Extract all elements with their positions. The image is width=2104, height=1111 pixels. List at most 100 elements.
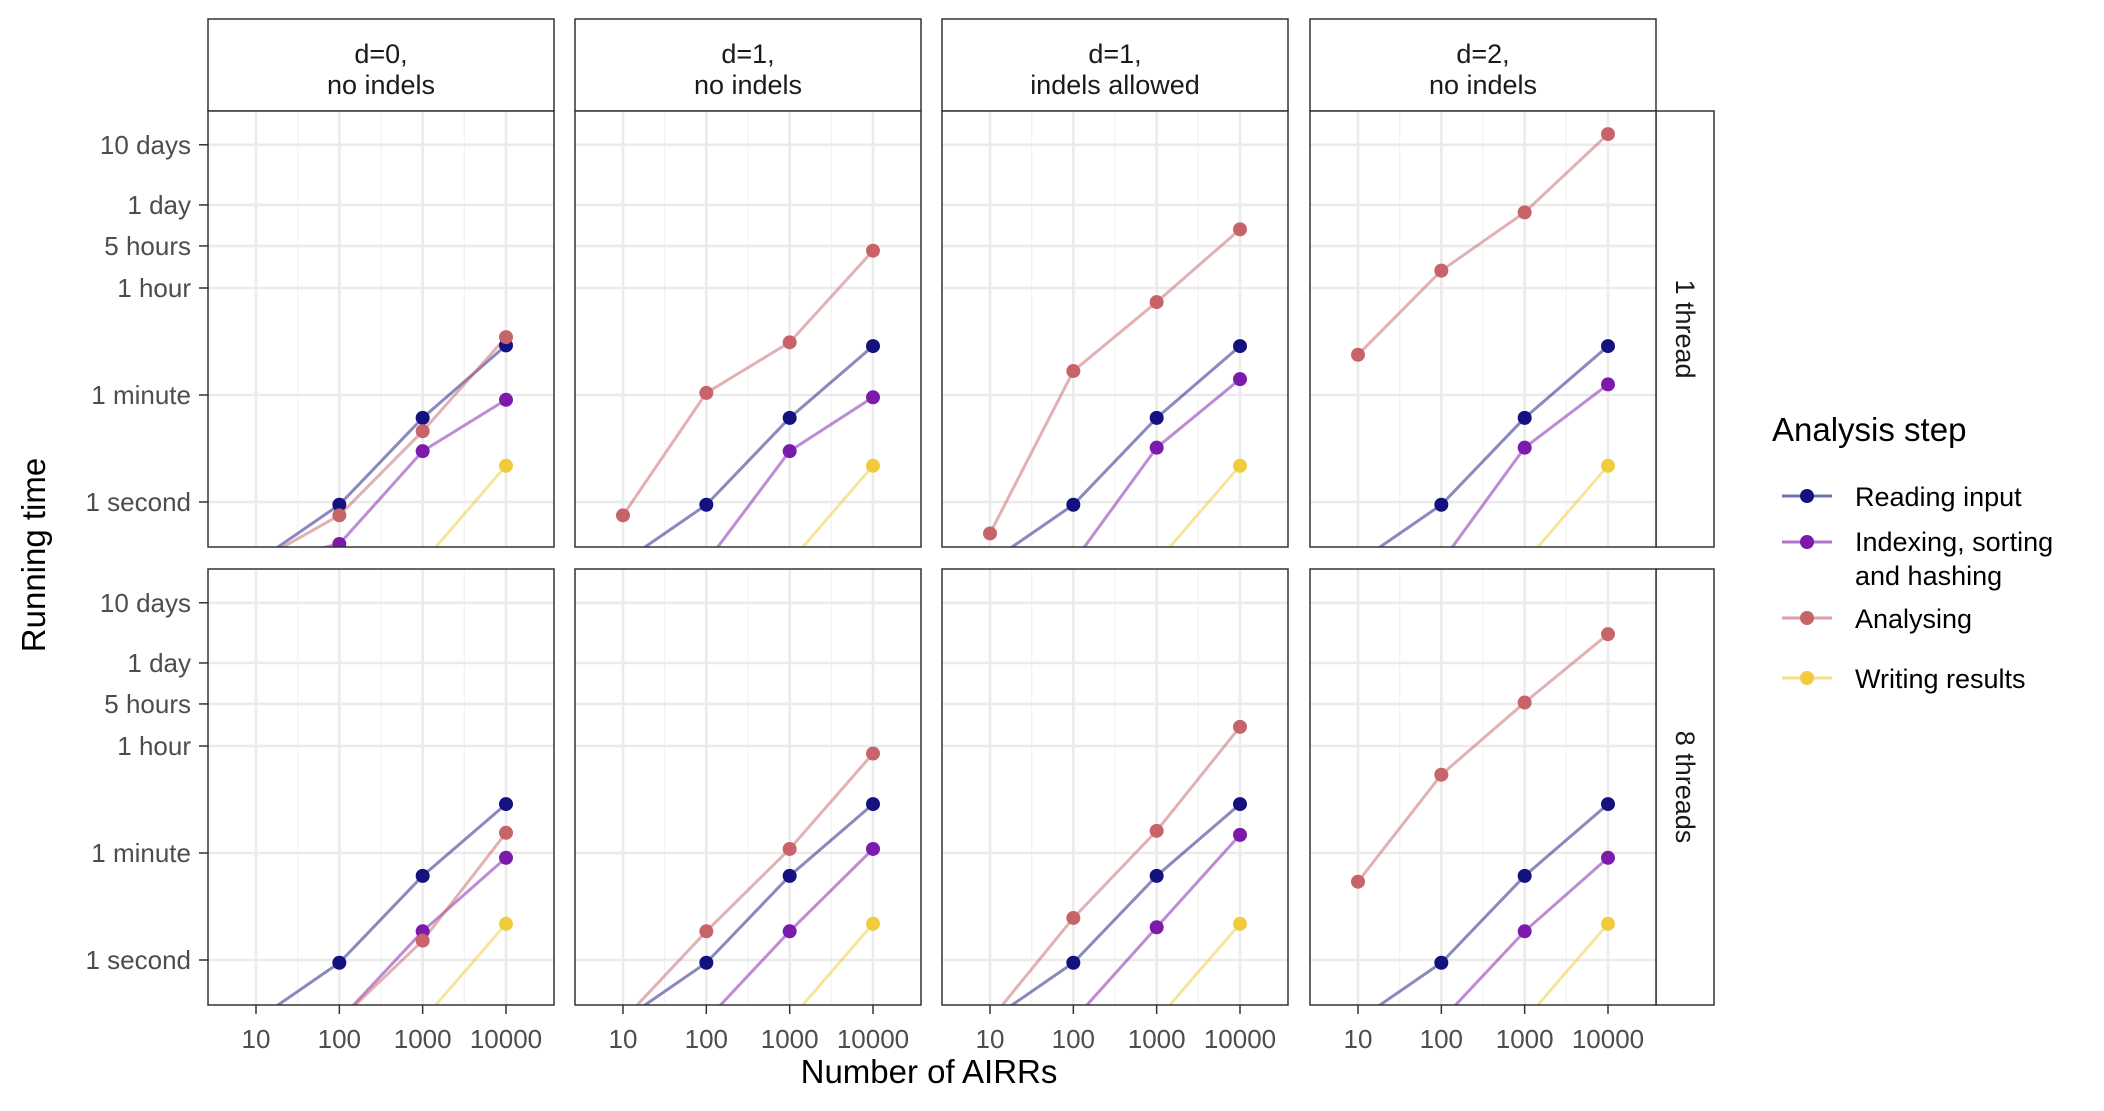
legend-label-line1: Indexing, sorting [1855, 527, 2053, 557]
facet-strip-label-2-line2: no indels [694, 70, 802, 100]
panel-r2-c2 [574, 568, 922, 1006]
data-point-indexing-sorting-and-hashing-100 [332, 537, 347, 547]
data-point-indexing-sorting-and-hashing-10000 [1233, 827, 1247, 842]
facet-strip-2 [574, 18, 922, 112]
data-point-indexing-sorting-and-hashing-10 [1351, 555, 1365, 569]
data-point-analysing-100 [332, 508, 347, 523]
data-point-analysing-10 [616, 508, 630, 523]
data-point-analysing-10000 [866, 243, 880, 258]
data-point-analysing-10000 [499, 825, 513, 840]
series-line-reading-input [642, 344, 874, 547]
data-point-analysing-10000 [866, 746, 880, 761]
legend-item-reading-input: Reading input [1782, 482, 2022, 512]
data-point-reading-input-100 [332, 497, 347, 512]
data-point-analysing-100 [1434, 263, 1449, 278]
data-point-writing-results-10000 [499, 458, 513, 473]
legend-label-line1: Writing results [1855, 664, 2026, 694]
data-point-reading-input-10000 [1601, 797, 1615, 812]
data-point-writing-results-1000 [416, 555, 430, 569]
data-point-indexing-sorting-and-hashing-10000 [1233, 372, 1247, 387]
data-point-reading-input-10000 [499, 797, 513, 812]
series-line-analysing [988, 228, 1241, 535]
facet-strip-label-2-line1: d=1, [721, 39, 774, 69]
y-tick-label-1-minute: 1 minute [91, 838, 191, 868]
data-point-writing-results-100 [1434, 555, 1448, 569]
series-line-analysing [279, 336, 508, 547]
series-line-indexing-sorting-and-hashing [1084, 833, 1242, 1005]
facet-strip-label-1-line2: no indels [327, 70, 435, 100]
legend-key-point [1800, 535, 1814, 549]
data-point-writing-results-1000 [783, 555, 797, 569]
y-tick-label-1-day: 1 day [127, 190, 191, 220]
panel-r2-c3 [941, 568, 1289, 1006]
series-line-analysing [635, 752, 875, 1005]
panel-grid [208, 111, 554, 547]
legend-key-point [1800, 489, 1814, 503]
data-point-indexing-sorting-and-hashing-1000 [415, 444, 430, 459]
x-tick-label-100: 100 [318, 1024, 361, 1054]
data-point-writing-results-1000 [1150, 555, 1164, 569]
series-line-reading-input [642, 802, 874, 1005]
data-point-writing-results-100 [1066, 555, 1080, 569]
y-tick-label-1-second: 1 second [85, 945, 191, 975]
series-line-analysing [1000, 725, 1242, 1005]
data-point-indexing-sorting-and-hashing-10000 [1601, 377, 1615, 392]
data-point-reading-input-10 [616, 555, 630, 569]
data-point-analysing-1000 [1517, 205, 1532, 220]
panel-border [574, 110, 922, 548]
row-strip-label-8-threads: 8 threads [1670, 731, 1700, 844]
series-line-reading-input [1377, 802, 1609, 1005]
x-tick-label-100: 100 [1052, 1024, 1095, 1054]
legend-item-analysing: Analysing [1782, 604, 1972, 634]
data-point-analysing-1000 [415, 424, 430, 439]
data-point-analysing-1000 [415, 933, 430, 948]
series-line-analysing [1356, 133, 1610, 356]
data-point-reading-input-100 [332, 955, 347, 970]
data-point-analysing-1000 [782, 841, 797, 856]
panel-r1-c4 [1309, 110, 1657, 569]
series-line-indexing-sorting-and-hashing [1450, 383, 1609, 547]
facet-strip-label-1-line1: d=0, [354, 39, 407, 69]
data-point-indexing-sorting-and-hashing-1000 [1149, 440, 1164, 455]
data-point-indexing-sorting-and-hashing-1000 [1517, 440, 1532, 455]
panel-border [1309, 110, 1657, 548]
panel-data [1351, 627, 1615, 1005]
data-point-reading-input-100 [1434, 497, 1449, 512]
x-tick-label-10: 10 [1344, 1024, 1373, 1054]
data-point-reading-input-1000 [1149, 868, 1164, 883]
data-point-reading-input-1000 [1149, 410, 1164, 425]
panel-grid [942, 111, 1288, 547]
series-line-writing-results [433, 464, 508, 547]
panel-border [1309, 568, 1657, 1006]
data-point-writing-results-10000 [1233, 916, 1247, 931]
panel-data [635, 746, 880, 1005]
data-point-writing-results-10 [616, 555, 630, 569]
series-line-indexing-sorting-and-hashing [718, 847, 875, 1005]
y-axis: 1 second 1 minute 1 hour 5 hours 1 day 10 day… [85, 130, 208, 975]
data-point-indexing-sorting-and-hashing-100 [699, 555, 713, 569]
panel-data [1000, 719, 1247, 1005]
panel-r2-c1 [207, 568, 555, 1006]
data-point-analysing-10000 [499, 330, 513, 345]
facet-strip-label-3-line1: d=1, [1088, 39, 1141, 69]
data-point-analysing-10 [1351, 874, 1365, 889]
series-line-writing-results [800, 464, 875, 547]
data-point-indexing-sorting-and-hashing-10 [249, 555, 263, 569]
data-point-indexing-sorting-and-hashing-10000 [866, 390, 880, 405]
legend-item-indexing-sorting-and-hashing: Indexing, sorting and hashing [1782, 527, 2053, 591]
x-tick-label-10000: 10000 [837, 1024, 909, 1054]
panel-data [983, 222, 1247, 569]
panel-border [574, 568, 922, 1006]
panel-r1-c1 [207, 110, 555, 569]
panel-r1-c3 [941, 110, 1289, 569]
series-line-indexing-sorting-and-hashing [1453, 856, 1609, 1005]
panel-border [941, 568, 1289, 1006]
data-point-reading-input-100 [699, 497, 714, 512]
data-point-reading-input-10000 [1233, 797, 1247, 812]
data-point-writing-results-10000 [866, 916, 880, 931]
y-tick-label-10-days: 10 days [100, 588, 191, 618]
data-point-writing-results-10000 [866, 458, 880, 473]
x-tick-label-1000: 1000 [761, 1024, 819, 1054]
data-point-indexing-sorting-and-hashing-10 [616, 555, 630, 569]
